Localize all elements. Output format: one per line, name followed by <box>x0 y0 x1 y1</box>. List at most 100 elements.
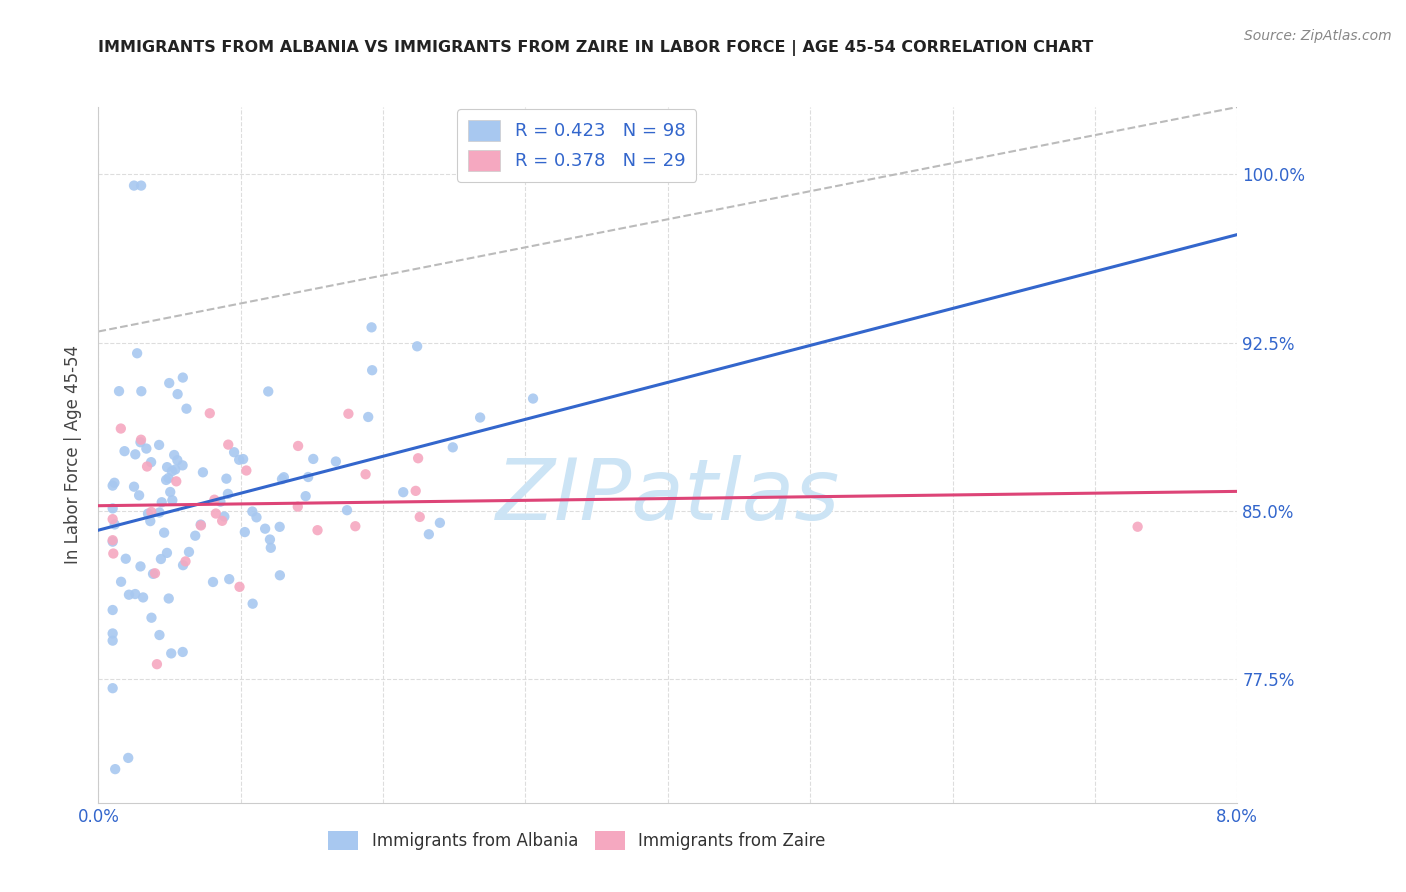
Point <box>135 442 157 456</box>
Point <box>191 465 214 479</box>
Point <box>101 626 124 640</box>
Point <box>160 647 183 661</box>
Point <box>205 507 228 521</box>
Point <box>159 485 181 500</box>
Point <box>468 410 491 425</box>
Point <box>235 463 257 477</box>
Point <box>157 376 180 390</box>
Point <box>217 437 239 451</box>
Point <box>222 445 245 459</box>
Point <box>233 525 256 540</box>
Point <box>172 558 194 573</box>
Point <box>360 320 382 334</box>
Point <box>129 435 152 450</box>
Point <box>136 459 159 474</box>
Point <box>254 522 277 536</box>
Point <box>294 489 316 503</box>
Point <box>153 525 176 540</box>
Point <box>190 518 212 533</box>
Point <box>190 517 212 532</box>
Point <box>160 464 183 478</box>
Point <box>406 451 429 466</box>
Point <box>148 628 170 642</box>
Point <box>108 384 131 399</box>
Point <box>1126 520 1149 534</box>
Point <box>406 339 429 353</box>
Point <box>287 500 309 514</box>
Point <box>114 551 136 566</box>
Point <box>228 452 250 467</box>
Point <box>142 566 165 581</box>
Point <box>307 523 329 537</box>
Point <box>177 545 200 559</box>
Text: Source: ZipAtlas.com: Source: ZipAtlas.com <box>1244 29 1392 43</box>
Point <box>163 448 186 462</box>
Point <box>242 597 264 611</box>
Point <box>418 527 440 541</box>
Text: ZIPatlas: ZIPatlas <box>496 455 839 538</box>
Point <box>129 178 152 193</box>
Point <box>114 444 136 458</box>
Point <box>129 559 152 574</box>
Point <box>103 475 125 490</box>
Point <box>143 566 166 581</box>
Point <box>198 406 221 420</box>
Point <box>162 493 184 508</box>
Point <box>337 407 360 421</box>
Point <box>184 529 207 543</box>
Point <box>172 645 194 659</box>
Point <box>128 488 150 502</box>
Point <box>117 751 139 765</box>
Point <box>157 591 180 606</box>
Point <box>122 480 145 494</box>
Point <box>201 574 224 589</box>
Point <box>215 472 238 486</box>
Point <box>131 384 153 399</box>
Point <box>269 568 291 582</box>
Point <box>176 401 198 416</box>
Point <box>273 470 295 484</box>
Point <box>101 512 124 526</box>
Point <box>232 452 254 467</box>
Point <box>129 433 152 447</box>
Point <box>156 460 179 475</box>
Point <box>155 473 177 487</box>
Point <box>127 346 149 360</box>
Point <box>172 370 194 384</box>
Point <box>124 587 146 601</box>
Point <box>214 509 236 524</box>
Point <box>405 483 427 498</box>
Point <box>101 478 124 492</box>
Point <box>218 572 240 586</box>
Point <box>101 534 124 549</box>
Point <box>150 495 173 509</box>
Point <box>141 505 163 519</box>
Point <box>522 392 544 406</box>
Point <box>260 541 283 555</box>
Point <box>156 546 179 560</box>
Point <box>357 409 380 424</box>
Point <box>148 506 170 520</box>
Point <box>344 519 367 533</box>
Point <box>101 633 124 648</box>
Point <box>165 475 187 489</box>
Point <box>139 455 162 469</box>
Point <box>104 762 127 776</box>
Point <box>157 471 180 485</box>
Point <box>287 439 309 453</box>
Point <box>141 611 163 625</box>
Point <box>172 458 194 473</box>
Point <box>259 533 281 547</box>
Point <box>257 384 280 399</box>
Point <box>101 501 124 516</box>
Point <box>209 494 232 508</box>
Point <box>325 454 347 468</box>
Point <box>165 462 187 476</box>
Legend: Immigrants from Albania, Immigrants from Zaire: Immigrants from Albania, Immigrants from… <box>322 824 832 857</box>
Point <box>240 504 263 518</box>
Point <box>132 591 155 605</box>
Point <box>271 472 294 486</box>
Point <box>211 514 233 528</box>
Point <box>409 510 432 524</box>
Point <box>122 178 145 193</box>
